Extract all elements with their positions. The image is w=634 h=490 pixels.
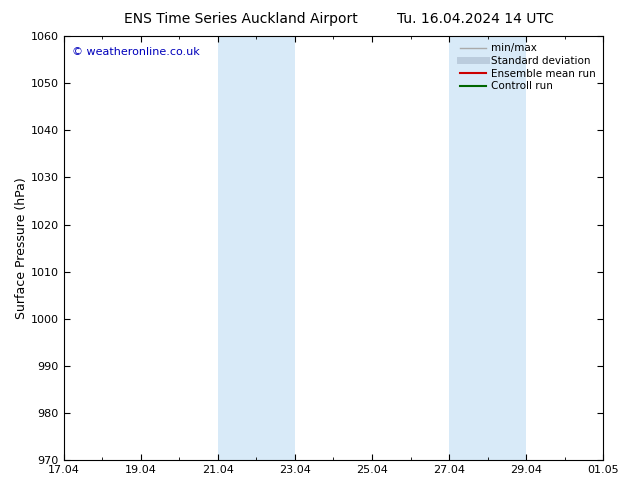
Bar xyxy=(218,36,295,460)
Y-axis label: Surface Pressure (hPa): Surface Pressure (hPa) xyxy=(15,177,28,319)
Text: © weatheronline.co.uk: © weatheronline.co.uk xyxy=(72,47,200,57)
Legend: min/max, Standard deviation, Ensemble mean run, Controll run: min/max, Standard deviation, Ensemble me… xyxy=(458,41,598,93)
Bar xyxy=(449,36,526,460)
Text: Tu. 16.04.2024 14 UTC: Tu. 16.04.2024 14 UTC xyxy=(397,12,554,26)
Text: ENS Time Series Auckland Airport: ENS Time Series Auckland Airport xyxy=(124,12,358,26)
